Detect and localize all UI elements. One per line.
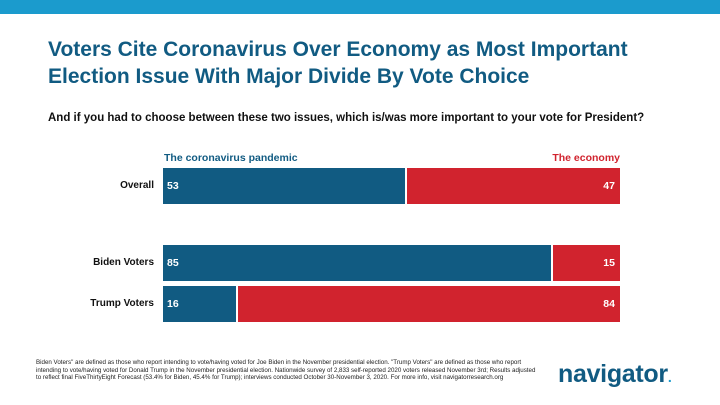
data-label: 53 <box>167 180 179 192</box>
row-label: Trump Voters <box>90 298 154 309</box>
data-label: 16 <box>167 298 179 310</box>
row-label: Overall <box>120 180 154 191</box>
page-title: Voters Cite Coronavirus Over Economy as … <box>48 38 628 88</box>
bar-coronavirus: 85 <box>163 245 552 281</box>
navigator-logo: navigator. <box>558 360 672 389</box>
data-label: 47 <box>603 180 615 192</box>
legend-coronavirus: The coronavirus pandemic <box>164 152 298 164</box>
bar-coronavirus: 16 <box>163 286 237 322</box>
bar-economy: 84 <box>238 286 620 322</box>
footnote: Biden Voters" are defined as those who r… <box>36 359 536 382</box>
legend-economy: The economy <box>552 152 620 164</box>
survey-question: And if you had to choose between these t… <box>48 112 645 124</box>
top-band <box>0 0 720 14</box>
bar-economy: 15 <box>553 245 620 281</box>
logo-text: navigator <box>558 360 668 388</box>
bar-coronavirus: 53 <box>163 168 406 204</box>
data-label: 85 <box>167 257 179 269</box>
row-label: Biden Voters <box>93 257 154 268</box>
data-label: 15 <box>603 257 615 269</box>
data-label: 84 <box>603 298 615 310</box>
bar-economy: 47 <box>407 168 620 204</box>
logo-dot: . <box>667 369 672 385</box>
